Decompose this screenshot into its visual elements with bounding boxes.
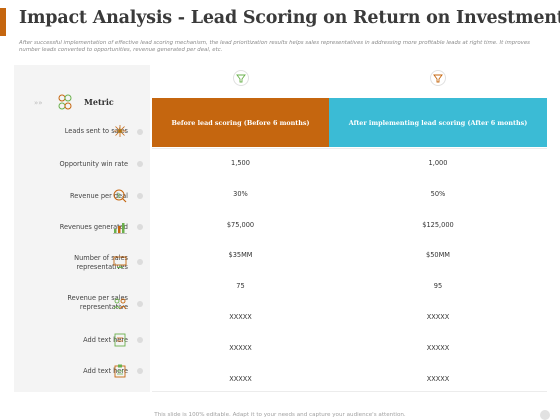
metric-label: Metric [84, 97, 114, 107]
dollar-funnel-icon [430, 70, 446, 86]
corner-icon [540, 410, 550, 420]
row-dot [137, 301, 143, 307]
column-header-before: Before lead scoring (Before 6 months) [152, 98, 329, 147]
row-divider [152, 391, 547, 392]
row-dot [137, 368, 143, 374]
document-icon [114, 333, 126, 347]
row-label-leads: Leads sent to sales [64, 127, 128, 135]
cell-before: XXXXX [229, 375, 252, 383]
svg-text:$: $ [117, 193, 121, 200]
cell-after: 1,000 [428, 159, 448, 167]
cell-after: $50MM [426, 251, 450, 259]
column-header-after: After implementing lead scoring (After 6… [329, 98, 547, 147]
row-dot [137, 259, 143, 265]
title-accent-bar [0, 8, 6, 36]
row-dot [137, 224, 143, 230]
metric-side-panel [14, 65, 150, 392]
cell-after: $125,000 [422, 221, 454, 229]
row-label-revenue-per-deal: Revenue per deal [70, 192, 128, 200]
cell-after: 95 [433, 282, 443, 290]
dollar-search-icon: $ [113, 189, 127, 203]
clipboard-icon [114, 364, 126, 378]
network-icon [114, 125, 126, 137]
row-dot [137, 161, 143, 167]
footer-note: This slide is 100% editable. Adapt it to… [154, 412, 406, 418]
cell-before: XXXXX [229, 344, 252, 352]
cell-before: XXXXX [229, 313, 252, 321]
row-divider [152, 148, 547, 149]
row-label-win-rate: Opportunity win rate [59, 160, 128, 168]
cell-before: 75 [236, 282, 245, 290]
cell-after: XXXXX [426, 375, 450, 383]
bar-chart-icon [113, 223, 127, 234]
cell-before: 1,500 [231, 159, 250, 167]
row-label-sales-reps: Number of sales representatives [74, 254, 128, 271]
cell-after: 50% [430, 190, 446, 198]
cell-after: XXXXX [426, 313, 450, 321]
cell-before: $75,000 [226, 221, 255, 229]
metric-network-icon: »» [34, 94, 72, 110]
page-title: Impact Analysis - Lead Scoring on Return… [19, 8, 560, 28]
funnel-icon [233, 70, 249, 86]
svg-text:»»: »» [34, 99, 43, 107]
row-label-revenue-per-rep: Revenue per sales representative [67, 294, 128, 311]
cell-before: 30% [233, 190, 248, 198]
row-dot [137, 129, 143, 135]
row-label-add-text-1: Add text here [83, 336, 128, 344]
page-subtitle: After successful implementation of effec… [19, 40, 530, 53]
row-label-add-text-2: Add text here [83, 367, 128, 375]
cell-before: $35MM [228, 251, 253, 259]
people-icon [113, 298, 127, 310]
cell-after: XXXXX [426, 344, 450, 352]
row-dot [137, 337, 143, 343]
row-dot [137, 193, 143, 199]
row-label-revenues-generated: Revenues generated [59, 223, 128, 231]
monitor-icon [113, 256, 127, 268]
